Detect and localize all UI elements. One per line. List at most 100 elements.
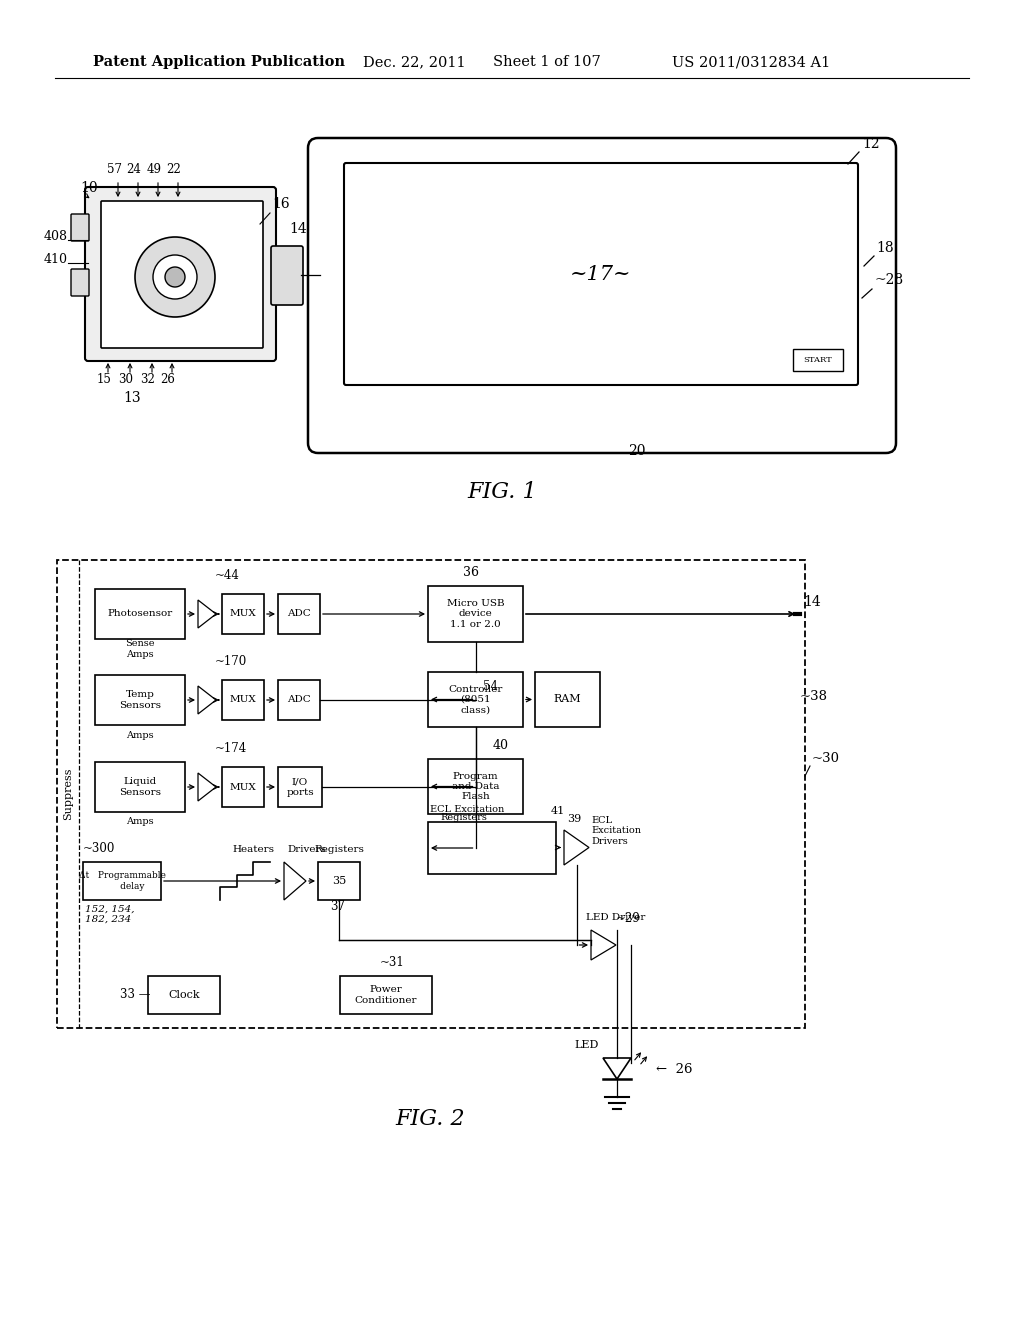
Text: 35: 35 (332, 876, 346, 886)
Bar (83, 862, 161, 900)
Text: 39: 39 (567, 814, 582, 824)
Text: 14: 14 (803, 595, 821, 609)
Text: FIG. 2: FIG. 2 (395, 1107, 465, 1130)
Bar (95, 589, 185, 639)
Text: 22: 22 (167, 162, 181, 176)
Text: 24: 24 (127, 162, 141, 176)
FancyBboxPatch shape (71, 269, 89, 296)
Bar (222, 680, 264, 719)
Text: 10: 10 (80, 181, 97, 195)
Bar (535, 672, 600, 727)
Text: Clock: Clock (168, 990, 200, 1001)
Text: START: START (804, 356, 833, 364)
Text: 13: 13 (123, 391, 140, 405)
Bar (222, 767, 264, 807)
Text: 14: 14 (289, 222, 307, 236)
Polygon shape (284, 862, 306, 900)
Text: ~170: ~170 (215, 655, 247, 668)
Text: 37: 37 (330, 900, 345, 913)
Text: Controller
(8051
class): Controller (8051 class) (449, 685, 503, 714)
Text: MUX: MUX (229, 783, 256, 792)
Text: Power
Conditioner: Power Conditioner (354, 985, 417, 1005)
Text: Drivers: Drivers (287, 845, 326, 854)
Text: ~17~: ~17~ (570, 264, 632, 284)
Text: Registers: Registers (440, 813, 486, 822)
Text: Program
and Data
Flash: Program and Data Flash (452, 772, 500, 801)
Text: ←  26: ← 26 (656, 1063, 692, 1076)
FancyBboxPatch shape (271, 246, 303, 305)
Bar (95, 762, 185, 812)
Text: Suppress: Suppress (63, 768, 73, 820)
Text: 152, 154,: 152, 154, (85, 906, 134, 913)
Text: Patent Application Publication: Patent Application Publication (93, 55, 345, 69)
Text: ADC: ADC (287, 610, 311, 619)
Text: ~300: ~300 (83, 842, 116, 855)
Text: Photosensor: Photosensor (108, 610, 173, 619)
FancyBboxPatch shape (308, 139, 896, 453)
Text: Temp
Sensors: Temp Sensors (119, 690, 161, 710)
Text: ~31: ~31 (380, 956, 404, 969)
Text: 32: 32 (140, 374, 156, 385)
Text: FIG. 1: FIG. 1 (467, 480, 537, 503)
Bar (148, 975, 220, 1014)
Polygon shape (603, 1059, 631, 1078)
Text: 40: 40 (493, 739, 509, 752)
FancyBboxPatch shape (344, 162, 858, 385)
Text: LED: LED (574, 1040, 599, 1049)
Text: Registers: Registers (314, 845, 364, 854)
Polygon shape (591, 931, 616, 960)
Bar (278, 680, 319, 719)
Text: 408: 408 (44, 230, 68, 243)
Polygon shape (564, 830, 589, 865)
Text: MUX: MUX (229, 696, 256, 705)
Bar (428, 822, 556, 874)
Text: LED Driver: LED Driver (586, 913, 645, 921)
Text: Heaters: Heaters (232, 845, 274, 854)
Bar (278, 767, 322, 807)
Text: ~30: ~30 (812, 752, 840, 766)
Text: ADC: ADC (287, 696, 311, 705)
Text: ECL
Excitation
Drivers: ECL Excitation Drivers (591, 816, 641, 846)
Text: 36: 36 (463, 566, 479, 579)
Circle shape (135, 238, 215, 317)
Text: 15: 15 (96, 374, 112, 385)
Text: 41: 41 (551, 807, 565, 816)
Text: Micro USB
device
1.1 or 2.0: Micro USB device 1.1 or 2.0 (446, 599, 504, 628)
Bar (222, 594, 264, 634)
Circle shape (153, 255, 197, 300)
Bar (340, 975, 432, 1014)
Circle shape (165, 267, 185, 286)
Text: 33 —: 33 — (120, 989, 151, 1002)
Text: ~29: ~29 (616, 912, 641, 925)
Bar (428, 759, 523, 814)
Text: ECL Excitation: ECL Excitation (430, 805, 504, 814)
Text: ~28: ~28 (874, 273, 903, 286)
FancyBboxPatch shape (71, 214, 89, 242)
Text: RAM: RAM (554, 694, 582, 705)
FancyBboxPatch shape (101, 201, 263, 348)
Text: 410: 410 (44, 253, 68, 267)
Text: 20: 20 (628, 444, 645, 458)
Polygon shape (198, 686, 216, 714)
Text: 16: 16 (272, 197, 290, 211)
Text: 57: 57 (106, 162, 122, 176)
Text: US 2011/0312834 A1: US 2011/0312834 A1 (672, 55, 830, 69)
Bar (318, 862, 360, 900)
Bar (793, 348, 843, 371)
Text: MUX: MUX (229, 610, 256, 619)
Text: Amps: Amps (126, 817, 154, 826)
Text: Dec. 22, 2011: Dec. 22, 2011 (362, 55, 466, 69)
Bar (278, 594, 319, 634)
Bar (95, 675, 185, 725)
Text: ~174: ~174 (215, 742, 247, 755)
Text: 182, 234: 182, 234 (85, 915, 131, 924)
Text: 30: 30 (119, 374, 133, 385)
Bar (428, 586, 523, 642)
Text: 54: 54 (483, 680, 498, 693)
Text: Sense
Amps: Sense Amps (125, 639, 155, 659)
Text: 12: 12 (862, 137, 880, 150)
Text: I/O
ports: I/O ports (286, 777, 313, 797)
Text: Sheet 1 of 107: Sheet 1 of 107 (493, 55, 601, 69)
Text: ~44: ~44 (215, 569, 240, 582)
Text: ~38: ~38 (800, 689, 828, 702)
